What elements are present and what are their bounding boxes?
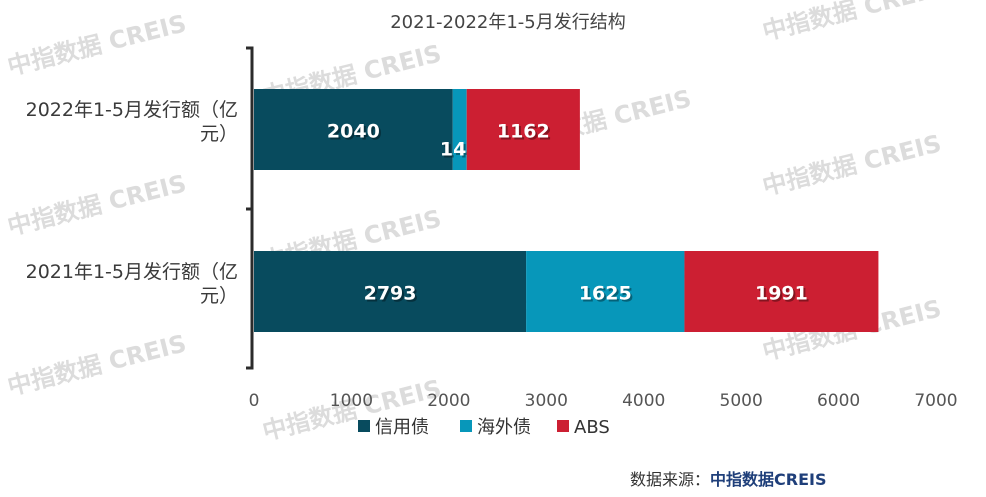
x-tick-labels: 0 1000 2000 3000 4000 5000 6000 7000 (249, 391, 958, 411)
y-axis-line (246, 46, 254, 370)
legend-label: 信用债 (375, 417, 429, 438)
bar-segment (254, 89, 453, 170)
x-tick-label: 5000 (720, 391, 763, 411)
watermark-text: 中指数据 CREIS (5, 9, 189, 80)
y-axis (246, 46, 254, 370)
x-tick-label: 4000 (622, 391, 665, 411)
x-tick-label: 1000 (330, 391, 373, 411)
source-brand: 中指数据CREIS (710, 470, 827, 489)
data-label: 2793 (364, 283, 417, 305)
x-tick-label: 7000 (914, 391, 957, 411)
legend-swatch (358, 420, 370, 432)
watermark-layer: 中指数据 CREIS 中指数据 CREIS 中指数据 CREIS 中指数据 CREIS… (5, 0, 944, 446)
x-tick-label: 6000 (817, 391, 860, 411)
bar-segment (684, 251, 879, 332)
category-label-line: 元） (200, 285, 238, 307)
bar-segment (526, 251, 685, 332)
data-label: 1625 (579, 283, 632, 305)
data-label: 1991 (755, 283, 808, 305)
data-label-shadow: 1991 (757, 285, 810, 307)
category-label-line: 元） (200, 123, 238, 145)
watermark-text: 中指数据 CREIS (5, 329, 189, 400)
bar-segment (466, 89, 580, 170)
legend: 信用债 海外债 ABS (358, 417, 610, 438)
legend-swatch (460, 420, 472, 432)
x-tick-label: 3000 (525, 391, 568, 411)
legend-label: ABS (574, 417, 610, 438)
category-label-line: 2022年1-5月发行额（亿 (26, 99, 238, 121)
data-label-shadow: 1162 (499, 123, 552, 145)
data-label-shadow: 2040 (329, 123, 382, 145)
x-tick-label: 0 (249, 391, 260, 411)
source-prefix: 数据来源： (630, 470, 711, 489)
category-label: 2021年1-5月发行额（亿元） (26, 261, 238, 307)
bar-segment (452, 89, 467, 170)
data-label-shadow: 2793 (366, 285, 419, 307)
category-labels: 2022年1-5月发行额（亿元）2021年1-5月发行额（亿元） (26, 99, 238, 307)
category-label-line: 2021年1-5月发行额（亿 (26, 261, 238, 283)
chart-title: 2021-2022年1-5月发行结构 (390, 12, 626, 33)
legend-label: 海外债 (477, 417, 531, 438)
data-label: 1162 (497, 121, 550, 143)
x-tick-label: 2000 (427, 391, 470, 411)
bar-segment (254, 251, 527, 332)
category-label: 2022年1-5月发行额（亿元） (26, 99, 238, 145)
watermark-text: 中指数据 CREIS (760, 129, 944, 200)
watermark-text: 中指数据 CREIS (5, 169, 189, 240)
watermark-text: 中指数据 CREIS (760, 0, 944, 46)
source-note: 数据来源：中指数据CREIS (630, 466, 827, 490)
data-label: 2040 (327, 121, 380, 143)
data-label-shadow: 1625 (581, 285, 634, 307)
legend-swatch (557, 420, 569, 432)
